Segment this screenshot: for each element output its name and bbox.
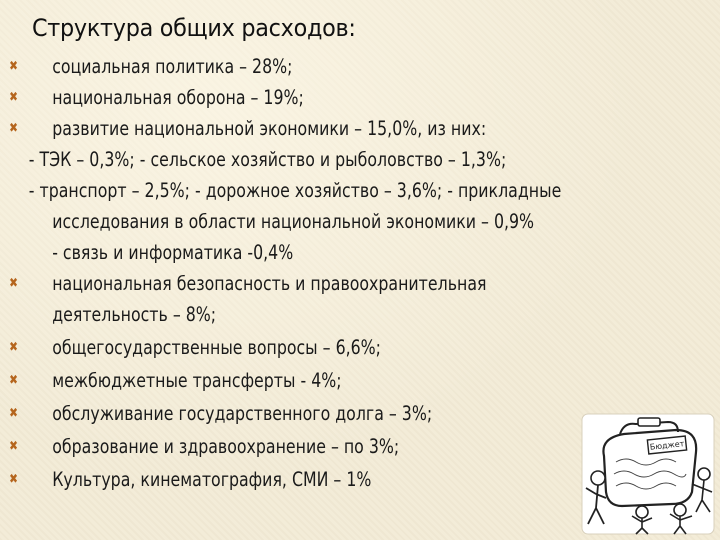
x-bullet-icon: ✖ — [9, 373, 18, 388]
x-bullet-icon: ✖ — [9, 59, 18, 74]
x-bullet-icon: ✖ — [9, 472, 18, 487]
x-bullet-icon: ✖ — [9, 121, 18, 136]
x-bullet-icon: ✖ — [9, 406, 18, 421]
bag-label: Бюджет — [649, 439, 685, 452]
x-bullet-icon: ✖ — [9, 90, 18, 105]
x-bullet-icon: ✖ — [9, 276, 18, 291]
slide-title: Структура общих расходов: — [32, 14, 356, 42]
x-bullet-icon: ✖ — [9, 340, 18, 355]
budget-bag-cartoon-icon: Бюджет — [581, 413, 715, 535]
x-bullet-icon: ✖ — [9, 439, 18, 454]
